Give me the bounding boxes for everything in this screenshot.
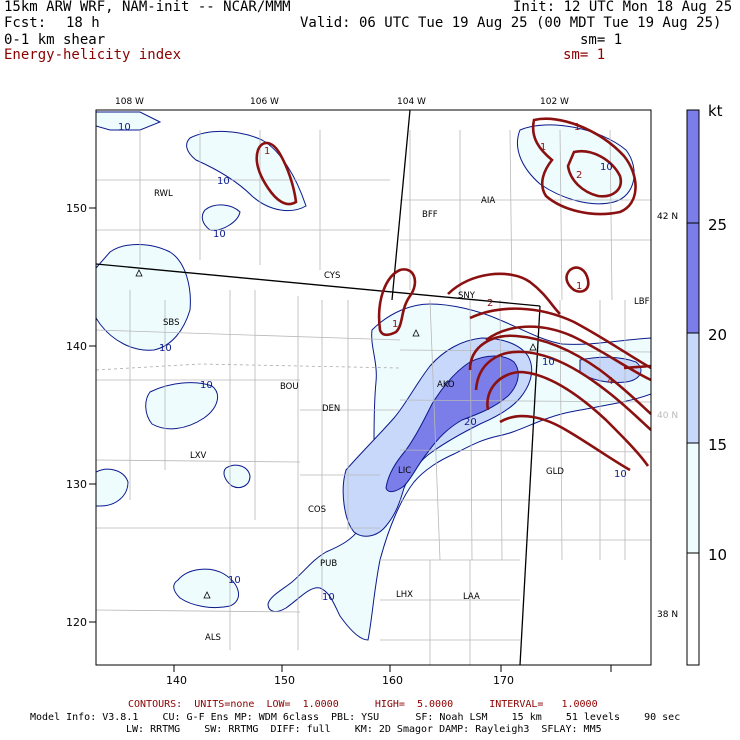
station-lxv: LXV	[190, 451, 207, 461]
station-den: DEN	[322, 404, 340, 414]
station-laa: LAA	[463, 592, 480, 602]
ehi-label: 1	[264, 146, 270, 157]
station-aia: AIA	[481, 196, 495, 206]
model-info-line2: LW: RRTMG SW: RRTMG DIFF: full KM: 2D Sm…	[126, 724, 602, 735]
lat-label-42n: 42 N	[657, 212, 678, 222]
colorbar: kt 25 20 15 10	[686, 102, 727, 666]
station-cos: COS	[308, 505, 326, 515]
shear-label: 10	[118, 122, 131, 133]
station-markers	[135, 269, 537, 599]
y-tick-130: 130	[66, 478, 87, 491]
station-lbf: LBF	[634, 297, 650, 307]
init-time: Init: 12 UTC Mon 18 Aug 25	[513, 0, 733, 15]
shear-label: 10	[159, 343, 172, 354]
station-sny: SNY	[458, 291, 476, 301]
station-rwl: RWL	[154, 189, 173, 199]
ehi-label: 2	[576, 170, 582, 181]
ehi-label: 1	[540, 142, 546, 153]
lon-label-108w: 108 W	[115, 97, 144, 107]
shear-label: 10	[542, 357, 555, 368]
station-pub: PUB	[320, 559, 337, 569]
ehi-label: 1	[392, 319, 398, 330]
station-ako: AKO	[437, 380, 455, 390]
state-boundaries	[96, 110, 541, 665]
field-shear-label: 0-1 km shear	[4, 32, 106, 48]
shear-label: 10	[228, 575, 241, 586]
ehi-label: 1	[576, 281, 582, 292]
colorbar-swatch-20	[687, 110, 699, 333]
station-cys: CYS	[324, 271, 340, 281]
sm-shear: sm= 1	[580, 32, 623, 48]
model-title: 15km ARW WRF, NAM-init -- NCAR/MMM	[4, 0, 291, 15]
lon-label-102w: 102 W	[540, 97, 569, 107]
map-frame	[95, 109, 652, 666]
ehi-label: 2	[487, 298, 493, 309]
station-als: ALS	[205, 633, 221, 643]
fcst-value: 18 h	[66, 15, 100, 31]
station-lic: LIC	[398, 466, 411, 476]
y-tick-120: 120	[66, 616, 87, 629]
station-bff: BFF	[422, 210, 438, 220]
shear-label: 20	[464, 417, 477, 428]
contours-info: CONTOURS: UNITS=none LOW= 1.0000 HIGH= 5…	[128, 699, 598, 710]
ehi-contours	[255, 117, 651, 472]
y-tick-140: 140	[66, 340, 87, 353]
station-bou: BOU	[280, 382, 299, 392]
valid-time: Valid: 06 UTC Tue 19 Aug 25 (00 MDT Tue …	[300, 15, 722, 31]
station-sbs: SBS	[163, 318, 179, 328]
shear-label: 10	[200, 380, 213, 391]
field-ehi-label: Energy-helicity index	[4, 47, 182, 63]
y-tick-150: 150	[66, 202, 87, 215]
x-tick-160: 160	[382, 674, 403, 687]
lat-label-38n: 38 N	[657, 610, 678, 620]
dashed-boundary	[96, 363, 401, 371]
colorbar-tick-25: 25	[708, 216, 727, 234]
lon-label-106w: 106 W	[250, 97, 279, 107]
sm-ehi: sm= 1	[563, 47, 606, 63]
colorbar-unit: kt	[708, 102, 723, 120]
colorbar-swatch-10	[687, 443, 699, 553]
x-tick-150: 150	[274, 674, 295, 687]
colorbar-tick-20: 20	[708, 326, 727, 344]
shear-label: 10	[614, 469, 627, 480]
shear-label: 10	[322, 592, 335, 603]
shear-fill-20	[385, 355, 519, 493]
station-lhx: LHX	[396, 590, 413, 600]
shear-label: 10	[600, 162, 613, 173]
lat-label-40n: 40 N	[657, 411, 678, 421]
x-tick-140: 140	[166, 674, 187, 687]
shear-label: 10	[217, 176, 230, 187]
colorbar-tick-10: 10	[708, 546, 727, 564]
x-tick-170: 170	[493, 674, 514, 687]
fcst-label: Fcst:	[4, 15, 47, 31]
lon-label-104w: 104 W	[397, 97, 426, 107]
colorbar-swatch-0	[687, 553, 699, 665]
colorbar-swatch-15	[687, 333, 699, 443]
ehi-label: 1	[574, 122, 580, 133]
model-info-line1: Model Info: V3.8.1 CU: G-F Ens MP: WDM 6…	[30, 712, 681, 723]
shear-label: 10	[213, 229, 226, 240]
shear-fill-10	[96, 111, 651, 641]
ehi-label: 4	[607, 376, 613, 387]
colorbar-tick-15: 15	[708, 436, 727, 454]
station-gld: GLD	[546, 467, 564, 477]
